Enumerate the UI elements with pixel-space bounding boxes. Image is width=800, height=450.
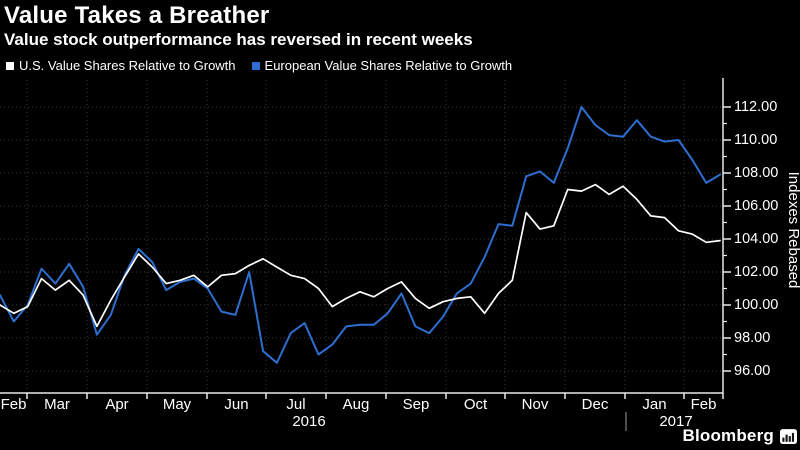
us-series-marker-icon [6,61,14,70]
svg-text:Jul: Jul [286,396,305,413]
year-label-2016: 2016 [292,413,325,430]
axes [0,78,731,399]
y-axis-tick-labels: 96.00 98.00 100.00 102.00 104.00 106.00 108.00… [734,99,778,379]
svg-text:Jan: Jan [642,396,666,413]
chart-subtitle: Value stock outperformance has reversed … [4,30,473,49]
svg-text:104.00: 104.00 [734,231,778,247]
svg-text:Mar: Mar [44,396,70,413]
svg-text:Oct: Oct [464,396,488,413]
svg-text:Apr: Apr [105,396,128,413]
svg-text:106.00: 106.00 [734,198,778,214]
chart-title: Value Takes a Breather [4,2,270,29]
svg-text:Sep: Sep [403,396,430,413]
svg-text:Feb: Feb [691,396,717,413]
svg-text:Aug: Aug [343,396,370,413]
bloomberg-branding: Bloomberg [682,426,797,446]
bloomberg-logo-text: Bloomberg [682,426,774,445]
svg-text:110.00: 110.00 [734,132,777,148]
year-label-2017: 2017 [659,413,692,430]
svg-text:112.00: 112.00 [734,99,777,115]
svg-text:Feb: Feb [1,396,27,413]
data-series-lines [0,106,721,364]
x-axis-labels: Feb Mar Apr May Jun Jul Aug Sep Oct Nov Dec Jan Feb [1,396,717,413]
legend-item-us: U.S. Value Shares Relative to Growth [6,58,236,73]
european-series-marker-icon [251,61,260,70]
svg-text:Jun: Jun [224,396,248,413]
legend-label-us: U.S. Value Shares Relative to Growth [19,58,236,73]
svg-text:100.00: 100.00 [734,297,778,313]
svg-text:98.00: 98.00 [734,330,770,346]
legend: U.S. Value Shares Relative to Growth Eur… [6,58,512,73]
bloomberg-bar-chart-icon [780,428,797,444]
legend-label-european: European Value Shares Relative to Growth [264,58,513,73]
y-axis-title: Indexes Rebased [785,172,800,289]
legend-item-european: European Value Shares Relative to Growth [251,58,513,73]
svg-text:Dec: Dec [582,396,609,413]
svg-text:108.00: 108.00 [734,165,778,181]
svg-text:102.00: 102.00 [734,264,778,280]
svg-text:Nov: Nov [522,396,549,413]
svg-text:96.00: 96.00 [734,363,770,379]
svg-text:May: May [163,396,192,413]
gridlines [0,80,723,393]
